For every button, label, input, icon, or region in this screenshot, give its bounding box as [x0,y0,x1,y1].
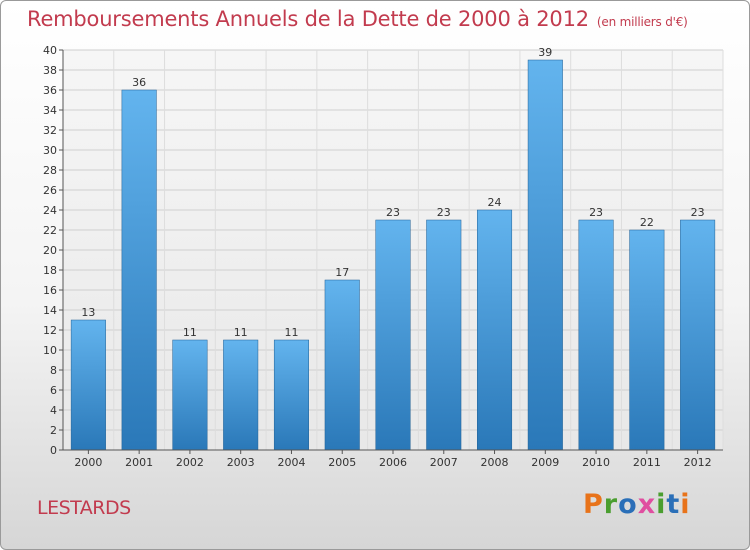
bar-2011 [629,229,665,451]
bar-2002 [172,339,208,451]
bar-2004 [273,339,309,451]
x-tick-label: 2008 [481,456,509,469]
data-label-2001: 36 [132,76,146,89]
data-label-2010: 23 [589,206,603,219]
logo-letter: P [583,489,604,520]
y-tick-label: 8 [50,364,57,377]
bar-2009 [527,59,563,451]
x-tick-label: 2012 [684,456,712,469]
data-label-2005: 17 [335,266,349,279]
y-tick-label: 22 [43,224,57,237]
y-tick-label: 10 [43,344,57,357]
y-tick-label: 14 [43,304,57,317]
data-label-2006: 23 [386,206,400,219]
bar-2001 [121,89,157,451]
x-tick-label: 2006 [379,456,407,469]
x-tick-label: 2002 [176,456,204,469]
x-tick-label: 2000 [74,456,102,469]
bar-2000 [70,319,106,451]
y-tick-label: 24 [43,204,57,217]
chart-subtitle: (en milliers d'€) [596,15,688,29]
x-tick-label: 2009 [531,456,559,469]
place-name: LESTARDS [37,497,131,519]
logo-letter: i [656,489,667,520]
bar-2010 [578,219,614,451]
data-label-2011: 22 [640,216,654,229]
y-tick-label: 30 [43,144,57,157]
x-tick-label: 2004 [277,456,305,469]
x-tick-label: 2011 [633,456,661,469]
data-label-2007: 23 [437,206,451,219]
data-label-2012: 23 [691,206,705,219]
logo-letter: x [637,489,657,520]
data-label-2009: 39 [538,46,552,59]
y-tick-label: 20 [43,244,57,257]
x-tick-label: 2001 [125,456,153,469]
axes-group: 0246810121416182022242628303234363840200… [43,44,723,469]
y-tick-label: 6 [50,384,57,397]
bars-group: 13 36 11 11 11 17 23 23 24 39 23 22 23 [70,46,716,451]
y-tick-label: 26 [43,184,57,197]
y-tick-label: 16 [43,284,57,297]
y-tick-label: 38 [43,64,57,77]
data-label-2002: 11 [183,326,197,339]
logo-letter: t [666,489,681,520]
bar-2012 [680,219,716,451]
bar-2006 [375,219,411,451]
logo-letter: r [603,489,619,520]
x-tick-label: 2010 [582,456,610,469]
data-label-2004: 11 [284,326,298,339]
data-label-2003: 11 [234,326,248,339]
bar-2007 [426,219,462,451]
y-tick-label: 34 [43,104,57,117]
bar-2003 [223,339,259,451]
logo-letter: o [618,489,638,520]
y-tick-label: 0 [50,444,57,457]
y-tick-label: 12 [43,324,57,337]
y-tick-label: 28 [43,164,57,177]
proxiti-logo: Proxiti [583,489,691,520]
y-tick-label: 18 [43,264,57,277]
x-tick-label: 2005 [328,456,356,469]
chart-title-text: Remboursements Annuels de la Dette de 20… [27,7,589,31]
y-tick-label: 4 [50,404,57,417]
x-tick-label: 2003 [227,456,255,469]
y-tick-label: 36 [43,84,57,97]
data-label-2000: 13 [81,306,95,319]
y-tick-label: 40 [43,44,57,57]
bar-2005 [324,279,360,451]
x-tick-label: 2007 [430,456,458,469]
y-tick-label: 2 [50,424,57,437]
chart-title: Remboursements Annuels de la Dette de 20… [27,7,688,31]
bar-2008 [477,209,513,451]
logo-letter: i [680,489,691,520]
data-label-2008: 24 [488,196,502,209]
y-tick-label: 32 [43,124,57,137]
